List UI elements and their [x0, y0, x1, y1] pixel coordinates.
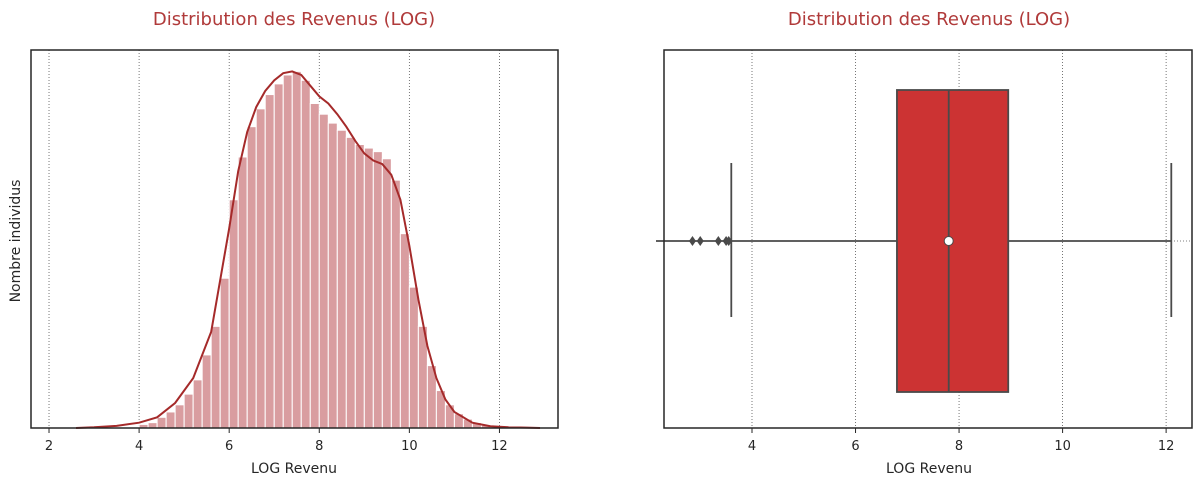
histogram-bar — [165, 411, 176, 429]
histogram-bar — [273, 83, 284, 429]
histogram-bar — [156, 416, 167, 429]
histogram-bar — [291, 70, 302, 429]
histogram-bar — [399, 233, 410, 429]
histogram-bar — [264, 94, 275, 429]
histogram-bar — [201, 354, 212, 429]
histogram-bar — [354, 144, 365, 429]
histogram-tick-label: 6 — [225, 439, 233, 454]
histogram-bar — [390, 179, 401, 429]
histogram-tick-label: 4 — [135, 439, 143, 454]
histogram-tick-label: 10 — [401, 439, 418, 454]
histogram-bar — [318, 113, 329, 429]
histogram-bar — [444, 404, 455, 429]
histogram-bar — [237, 156, 248, 429]
histogram-bar — [372, 151, 383, 429]
histogram-bar — [147, 422, 158, 429]
histogram-bar — [282, 74, 293, 429]
histogram-x-ticks: 2 4 6 8 10 12 — [45, 428, 508, 454]
boxplot-outlier — [688, 236, 696, 246]
boxplot-shapes — [656, 89, 1173, 393]
histogram-bar — [381, 158, 392, 429]
histogram-bar — [183, 393, 194, 429]
boxplot-tick-label: 12 — [1158, 439, 1175, 454]
histogram-tick-label: 2 — [45, 439, 53, 454]
boxplot-tick-label: 6 — [851, 439, 859, 454]
histogram-ylabel: Nombre individus — [8, 180, 24, 303]
histogram-tick-label: 12 — [491, 439, 508, 454]
histogram-bar — [255, 108, 266, 429]
histogram-bar — [327, 122, 338, 429]
histogram-bar — [309, 102, 320, 429]
histogram-panel: Distribution des Revenus (LOG) 2 4 6 8 10 12 … — [8, 9, 559, 477]
histogram-bars — [138, 70, 491, 429]
boxplot-x-ticks: 4 6 8 10 12 — [748, 428, 1175, 454]
histogram-bar — [246, 126, 257, 429]
histogram-title: Distribution des Revenus (LOG) — [153, 9, 435, 30]
histogram-bar — [228, 199, 239, 429]
histogram-bar — [363, 147, 374, 429]
histogram-bar — [345, 136, 356, 429]
boxplot-outlier — [696, 236, 704, 246]
histogram-bar — [219, 277, 230, 429]
boxplot-outlier — [714, 236, 722, 246]
histogram-tick-label: 8 — [315, 439, 323, 454]
histogram-bar — [192, 379, 203, 429]
histogram-bar — [210, 325, 221, 429]
histogram-bar — [408, 286, 419, 429]
boxplot-panel: Distribution des Revenus (LOG) 4 6 8 10 12 L… — [656, 9, 1193, 477]
boxplot-xlabel: LOG Revenu — [886, 461, 972, 477]
boxplot-frame — [663, 49, 1193, 429]
boxplot-title: Distribution des Revenus (LOG) — [788, 9, 1070, 30]
boxplot-mean-marker — [943, 236, 954, 246]
boxplot-tick-label: 8 — [955, 439, 963, 454]
histogram-bar — [174, 404, 185, 429]
histogram-xlabel: LOG Revenu — [251, 461, 337, 477]
histogram-frame — [30, 49, 559, 429]
histogram-bar — [336, 129, 347, 429]
boxplot-outlier — [725, 236, 733, 246]
boxplot-tick-label: 10 — [1054, 439, 1071, 454]
kde-curve — [75, 70, 541, 429]
histogram-bar — [300, 79, 311, 429]
boxplot-tick-label: 4 — [748, 439, 756, 454]
